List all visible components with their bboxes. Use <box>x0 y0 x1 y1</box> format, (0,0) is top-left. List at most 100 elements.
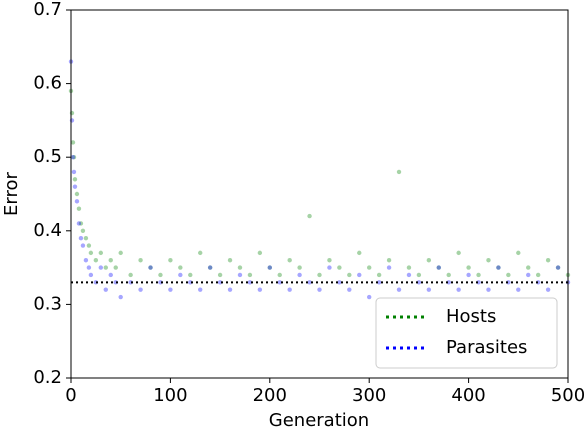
point <box>108 272 113 278</box>
point <box>486 258 491 263</box>
point <box>98 250 104 256</box>
point <box>327 258 332 263</box>
point <box>86 265 92 270</box>
point <box>257 287 263 292</box>
point <box>168 258 173 263</box>
point <box>376 272 382 278</box>
point <box>327 265 332 270</box>
point <box>198 287 203 292</box>
x-tick-label: 500 <box>551 385 585 406</box>
point <box>69 118 75 123</box>
point <box>526 265 531 270</box>
point <box>207 265 213 270</box>
point <box>545 287 551 292</box>
point <box>406 272 412 278</box>
point <box>426 287 432 292</box>
x-axis-label: Generation <box>269 410 369 431</box>
point <box>118 294 123 300</box>
point <box>178 265 183 270</box>
point <box>347 287 352 292</box>
point <box>237 265 243 270</box>
point <box>267 265 272 270</box>
x-tick-label: 400 <box>451 385 485 406</box>
y-tick-label: 0.3 <box>33 293 62 314</box>
point <box>247 280 253 285</box>
point <box>128 280 133 285</box>
point <box>71 155 77 160</box>
point <box>516 287 521 292</box>
point <box>476 280 481 285</box>
y-tick-label: 0.7 <box>33 0 62 20</box>
point <box>307 280 312 285</box>
point <box>138 258 143 263</box>
point <box>98 265 104 270</box>
point <box>103 265 108 270</box>
point <box>237 272 243 278</box>
point <box>317 287 322 292</box>
x-tick-label: 200 <box>253 385 287 406</box>
point <box>158 272 163 278</box>
point <box>347 272 352 278</box>
point <box>128 272 133 278</box>
point <box>158 280 163 285</box>
point <box>535 280 541 285</box>
point <box>337 265 342 270</box>
point <box>88 272 94 278</box>
point <box>74 191 80 197</box>
point <box>416 280 422 285</box>
point <box>148 265 153 270</box>
point <box>496 265 501 270</box>
point <box>198 250 203 256</box>
point <box>545 258 551 263</box>
point <box>168 287 173 292</box>
point <box>78 235 84 241</box>
point <box>367 265 372 270</box>
point <box>188 280 193 285</box>
point <box>93 280 99 285</box>
point <box>386 258 392 263</box>
point <box>74 199 80 204</box>
point <box>267 265 272 270</box>
point <box>516 250 521 256</box>
point <box>80 243 86 248</box>
point <box>108 258 113 263</box>
point <box>217 272 223 278</box>
point <box>436 265 441 270</box>
point <box>118 250 123 256</box>
point <box>496 265 501 270</box>
point <box>287 258 292 263</box>
point <box>72 184 78 189</box>
y-tick-label: 0.6 <box>33 73 62 94</box>
point <box>555 265 561 270</box>
plot-frame <box>70 9 569 379</box>
point <box>88 250 94 256</box>
point <box>207 265 213 270</box>
point <box>69 110 75 116</box>
point <box>70 155 76 160</box>
point <box>357 272 362 278</box>
point <box>83 235 89 241</box>
point <box>446 280 451 285</box>
legend-label: Hosts <box>446 306 496 327</box>
y-tick-label: 0.4 <box>33 220 62 241</box>
point <box>227 287 233 292</box>
point <box>317 272 322 278</box>
point <box>297 272 302 278</box>
point <box>367 294 372 300</box>
point <box>71 169 77 175</box>
point <box>466 272 471 278</box>
point <box>466 265 471 270</box>
point <box>535 272 541 278</box>
point <box>188 272 193 278</box>
point <box>247 272 253 278</box>
point <box>416 272 422 278</box>
point <box>80 228 86 233</box>
point <box>406 265 412 270</box>
point <box>227 258 233 263</box>
point <box>148 265 153 270</box>
point <box>138 287 143 292</box>
point <box>526 272 531 278</box>
point <box>113 280 118 285</box>
point <box>456 250 461 256</box>
point <box>217 280 223 285</box>
